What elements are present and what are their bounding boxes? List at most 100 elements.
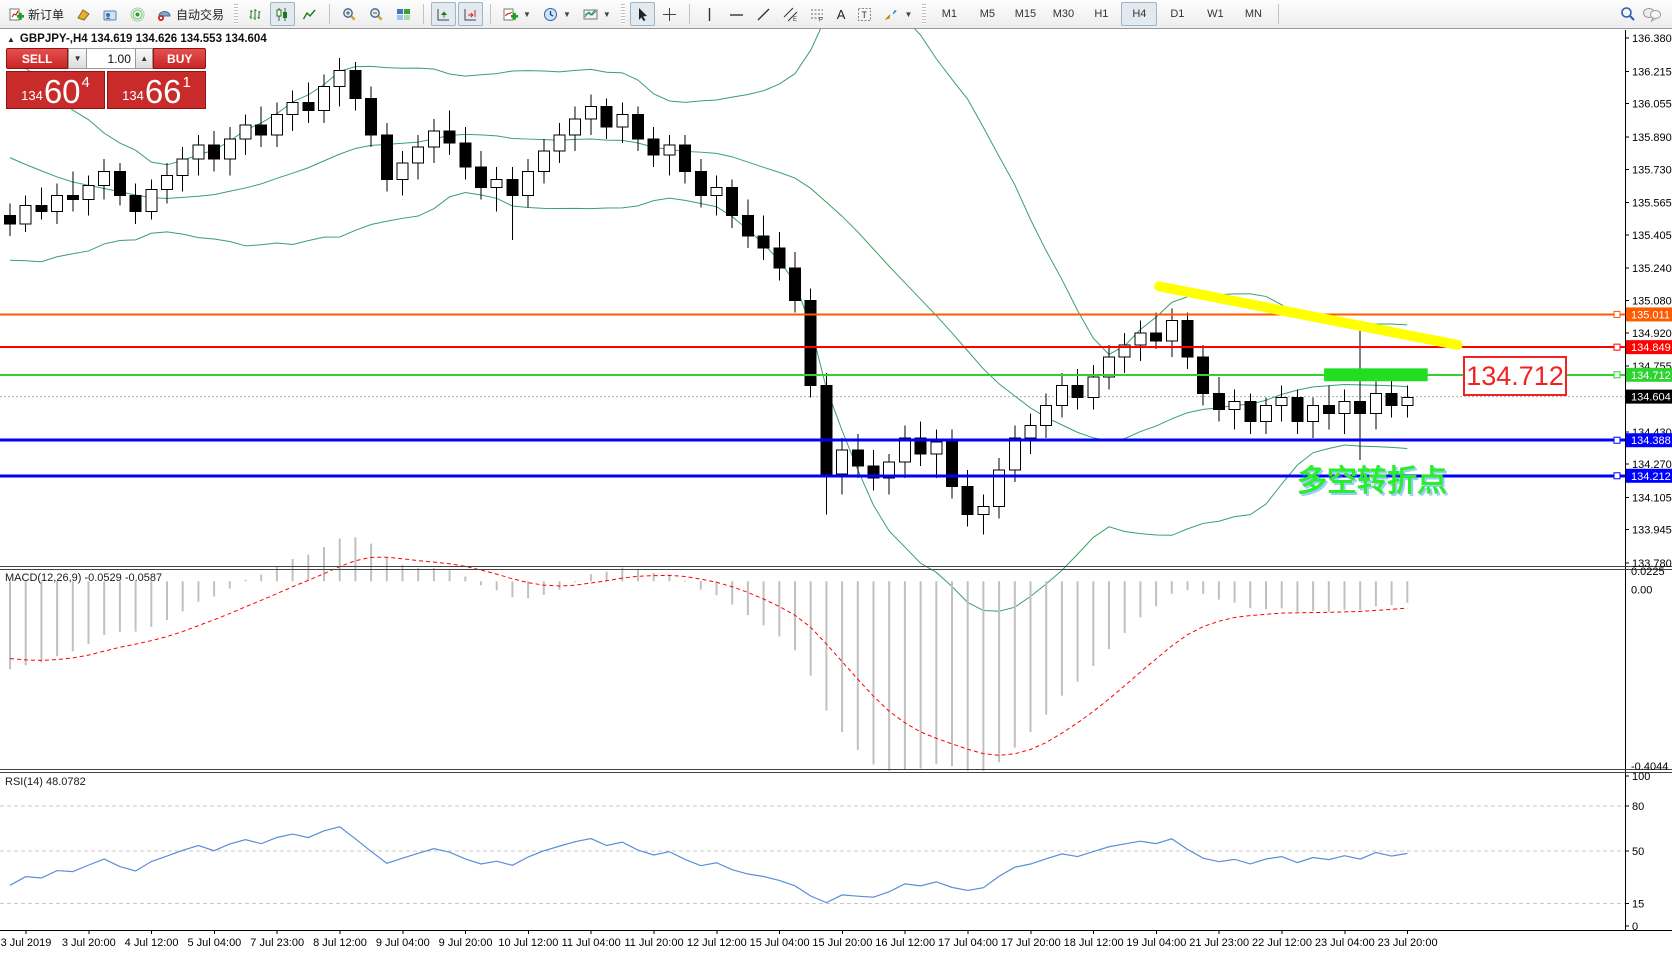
profiles-button[interactable] (98, 2, 123, 26)
buy-price-display[interactable]: 134 66 1 (107, 71, 206, 109)
timeframe-m30-button[interactable]: M30 (1052, 8, 1075, 20)
candle-bull (286, 102, 299, 116)
toolbar-grip[interactable] (620, 4, 625, 24)
candle-bull (1103, 356, 1115, 378)
macd-histogram-bar (87, 581, 90, 645)
date-tick-label: 22 Jul 12:00 (1252, 937, 1312, 949)
quotes-button[interactable] (71, 2, 96, 26)
timeframe-d1-button[interactable]: D1 (1170, 8, 1185, 20)
bar-chart-button[interactable] (243, 2, 268, 26)
price-line-handle (1613, 371, 1621, 379)
zoom-in-button[interactable] (337, 2, 362, 26)
price-line-objects[interactable] (0, 281, 1625, 480)
auto-scroll-button[interactable] (431, 2, 457, 26)
autotrading-button[interactable]: 自动交易 (152, 2, 229, 26)
cursor-tool-button[interactable] (629, 2, 655, 26)
price-tick-label: 136.380 (1632, 33, 1672, 45)
periods-button[interactable]: ▼ (538, 2, 576, 26)
candle-bull (176, 158, 189, 176)
macd-histogram-bar (1170, 581, 1173, 594)
macd-histogram-bar (746, 581, 749, 616)
macd-histogram-bar (1155, 581, 1158, 607)
chart-shift-button[interactable] (458, 2, 484, 26)
candle-bear (302, 102, 315, 112)
candle-bear (66, 195, 79, 201)
chat-icon[interactable] (1642, 6, 1662, 22)
buy-button[interactable]: BUY (153, 48, 207, 69)
turning-point-annotation[interactable]: 多空转折点 (1297, 465, 1447, 498)
volume-increase-button[interactable]: ▲ (134, 48, 154, 69)
timeframe-m5-button[interactable]: M5 (979, 8, 996, 20)
fibonacci-tool-button[interactable]: F (805, 2, 830, 26)
horizontal-line-icon (729, 13, 743, 16)
price-axis[interactable]: 136.380 136.215 136.055 135.890 135.730 135.5… (1625, 33, 1672, 570)
sell-button[interactable]: SELL (6, 48, 69, 69)
macd-histogram-bar (574, 581, 577, 583)
time-axis[interactable]: 3 Jul 2019 3 Jul 20:00 4 Jul 12:00 5 Jul 04… (1, 930, 1438, 949)
caret-up-icon: ▲ (140, 54, 149, 63)
macd-histogram-bar (448, 570, 451, 582)
candle-bear (773, 247, 786, 269)
timeframe-m1-button[interactable]: M1 (941, 8, 958, 20)
trend-line-object[interactable] (1154, 281, 1463, 350)
candle-bear (380, 134, 393, 180)
templates-button[interactable]: ▼ (578, 2, 616, 26)
timeframe-mn-button[interactable]: MN (1244, 8, 1262, 20)
new-order-button[interactable]: 新订单 (4, 2, 69, 26)
auto-scroll-icon (437, 8, 450, 20)
price-line-tag: 134.849 (1626, 340, 1672, 355)
macd-histogram-bar (621, 567, 624, 582)
timeframe-m15-button[interactable]: M15 (1014, 8, 1037, 20)
macd-histogram-bar (1076, 581, 1079, 682)
timeframe-h4-button[interactable]: H4 (1121, 2, 1158, 26)
indicators-button[interactable]: ▼ (498, 2, 536, 26)
text-tool-button[interactable]: A (832, 2, 851, 26)
highlight-box[interactable] (1324, 368, 1428, 382)
trendline-tool-button[interactable] (751, 2, 776, 26)
search-icon[interactable] (1620, 6, 1636, 22)
date-tick-label: 23 Jul 04:00 (1315, 937, 1375, 949)
toolbar-grip[interactable] (922, 4, 927, 24)
price-tick-label: 135.890 (1632, 132, 1672, 144)
price-line-handle (1613, 310, 1621, 318)
svg-text:135.011: 135.011 (1631, 309, 1670, 321)
crosshair-tool-button[interactable] (657, 2, 682, 26)
macd-panel (9, 537, 1409, 771)
horizontal-line-tool-button[interactable] (724, 2, 749, 26)
timeframe-h1-button[interactable]: H1 (1094, 8, 1109, 20)
zoom-out-icon (370, 7, 383, 20)
candlestick-chart-button[interactable] (270, 2, 296, 26)
channel-tool-button[interactable]: E (778, 2, 803, 26)
candle-bull (1165, 320, 1178, 342)
timeframe-w1-button[interactable]: W1 (1207, 8, 1224, 20)
macd-histogram-bar (1029, 581, 1032, 733)
new-order-label: 新订单 (28, 7, 65, 22)
zoom-out-button[interactable] (364, 2, 389, 26)
price-line-tag: 134.388 (1626, 433, 1672, 448)
candle-bull (1338, 400, 1351, 415)
toolbar-grip[interactable] (234, 4, 239, 24)
macd-histogram-bar (56, 581, 59, 657)
macd-histogram-bar (338, 538, 341, 582)
line-chart-button[interactable] (297, 2, 322, 26)
price-tick-label: 135.565 (1632, 198, 1672, 210)
svg-text:134.388: 134.388 (1631, 435, 1671, 447)
candle-bull (522, 170, 535, 196)
arrows-tool-button[interactable]: ▼ (879, 2, 917, 26)
volume-decrease-button[interactable]: ▼ (68, 48, 87, 69)
candle-bull (333, 69, 346, 87)
sell-price-display[interactable]: 134 60 4 (6, 71, 105, 109)
text-label-tool-button[interactable]: T (852, 2, 877, 26)
price-callout-label[interactable]: 134.712 (1463, 356, 1567, 396)
candle-bull (663, 144, 676, 156)
collapse-one-click-icon[interactable]: ▲ (7, 34, 15, 44)
alerts-button[interactable] (125, 2, 150, 26)
sell-price-big: 60 (43, 72, 81, 110)
sell-price-prefix: 134 (21, 88, 43, 103)
vertical-line-tool-button[interactable] (697, 2, 722, 26)
tile-windows-button[interactable] (391, 2, 416, 26)
macd-histogram-bar (511, 581, 514, 598)
volume-input[interactable] (86, 48, 135, 69)
candle-bear (757, 235, 770, 249)
